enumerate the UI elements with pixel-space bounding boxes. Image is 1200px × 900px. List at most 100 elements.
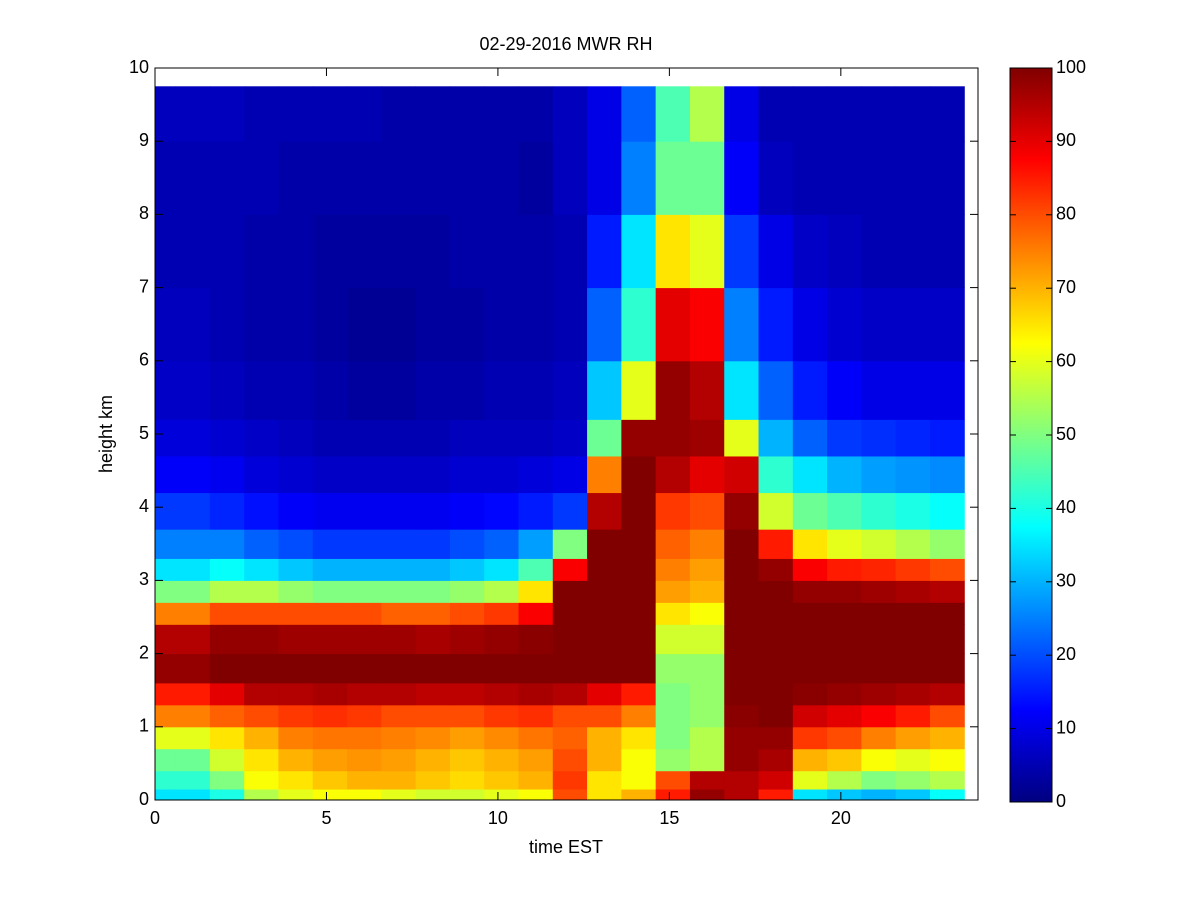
heatmap-cell	[381, 492, 417, 530]
colorbar-tick-label: 10	[1056, 717, 1076, 737]
heatmap-cell	[587, 653, 622, 684]
heatmap-cell	[724, 624, 760, 655]
heatmap-cell	[155, 86, 177, 142]
heatmap-cell	[518, 287, 554, 362]
heatmap-cell	[895, 141, 931, 215]
heatmap-cell	[792, 624, 828, 655]
heatmap-cell	[518, 214, 554, 289]
heatmap-cell	[587, 789, 622, 801]
heatmap-cell	[552, 214, 588, 289]
heatmap-cell	[724, 770, 760, 790]
heatmap-cell	[552, 86, 588, 142]
heatmap-cell	[312, 789, 348, 801]
heatmap-cell	[827, 789, 862, 801]
heatmap-cell	[861, 748, 897, 772]
heatmap-cell	[689, 86, 725, 142]
heatmap-cell	[724, 682, 760, 706]
heatmap-cell	[587, 770, 622, 790]
heatmap-cell	[929, 419, 965, 457]
heatmap-cell	[929, 789, 965, 801]
heatmap-cell	[278, 492, 314, 530]
heatmap-cell	[175, 653, 211, 684]
heatmap-cell	[689, 529, 725, 559]
heatmap-cell	[827, 492, 862, 530]
heatmap-cell	[347, 770, 382, 790]
heatmap-cell	[347, 682, 382, 706]
heatmap-cell	[175, 86, 211, 142]
heatmap-cell	[827, 770, 862, 790]
heatmap-cell	[209, 726, 245, 750]
heatmap-cell	[621, 789, 657, 801]
heatmap-cell	[209, 770, 245, 790]
heatmap-cell	[758, 580, 794, 603]
heatmap-cell	[621, 141, 657, 215]
heatmap-cell	[484, 360, 519, 420]
heatmap-cell	[155, 748, 177, 772]
heatmap-cell	[621, 624, 657, 655]
heatmap-cell	[244, 558, 279, 581]
heatmap-cell	[155, 726, 177, 750]
heatmap-cell	[724, 419, 760, 457]
heatmap-cell	[758, 360, 794, 420]
heatmap-cell	[312, 455, 348, 494]
heatmap-cell	[929, 748, 965, 772]
heatmap-cell	[155, 214, 177, 289]
heatmap-cell	[621, 214, 657, 289]
heatmap-cell	[381, 682, 417, 706]
heatmap-cell	[895, 770, 931, 790]
heatmap-cell	[689, 558, 725, 581]
heatmap-cell	[175, 214, 211, 289]
heatmap-cell	[929, 558, 965, 581]
heatmap-cell	[449, 726, 485, 750]
heatmap-cell	[175, 360, 211, 420]
heatmap-cell	[381, 455, 417, 494]
heatmap-cell	[449, 682, 485, 706]
heatmap-cell	[415, 141, 451, 215]
heatmap-cell	[484, 492, 519, 530]
heatmap-cell	[155, 558, 177, 581]
heatmap-cell	[381, 86, 417, 142]
heatmap-cell	[655, 360, 691, 420]
heatmap-cell	[155, 624, 177, 655]
heatmap-cell	[484, 748, 519, 772]
heatmap-cell	[175, 558, 211, 581]
colorbar-tick-label: 30	[1056, 571, 1076, 591]
heatmap-cell	[381, 214, 417, 289]
heatmap-cell	[449, 624, 485, 655]
heatmap-cell	[895, 580, 931, 603]
heatmap-cell	[587, 748, 622, 772]
heatmap-cell	[449, 86, 485, 142]
heatmap-cell	[278, 287, 314, 362]
heatmap-cell	[655, 455, 691, 494]
heatmap-cell	[381, 141, 417, 215]
heatmap-cell	[155, 492, 177, 530]
heatmap-cell	[415, 455, 451, 494]
heatmap-cell	[621, 682, 657, 706]
heatmap-cell	[655, 770, 691, 790]
heatmap-cell	[895, 682, 931, 706]
heatmap-cell	[209, 704, 245, 728]
heatmap-cell	[792, 529, 828, 559]
heatmap-cell	[244, 360, 279, 420]
heatmap-cell	[518, 455, 554, 494]
heatmap-cell	[895, 455, 931, 494]
heatmap-cell	[209, 141, 245, 215]
heatmap-cell	[689, 455, 725, 494]
heatmap-cell	[861, 360, 897, 420]
heatmap-cell	[244, 770, 279, 790]
heatmap-cell	[689, 682, 725, 706]
heatmap-cell	[552, 726, 588, 750]
heatmap-cell	[312, 682, 348, 706]
heatmap-cell	[724, 726, 760, 750]
x-axis-label: time EST	[529, 837, 603, 857]
heatmap-cell	[155, 141, 177, 215]
heatmap-cell	[552, 419, 588, 457]
heatmap-cell	[587, 726, 622, 750]
heatmap-cell	[587, 704, 622, 728]
heatmap-cell	[587, 529, 622, 559]
heatmap-cell	[415, 580, 451, 603]
heatmap-cell	[861, 704, 897, 728]
chart-title: 02-29-2016 MWR RH	[479, 34, 652, 54]
heatmap-cell	[861, 602, 897, 625]
